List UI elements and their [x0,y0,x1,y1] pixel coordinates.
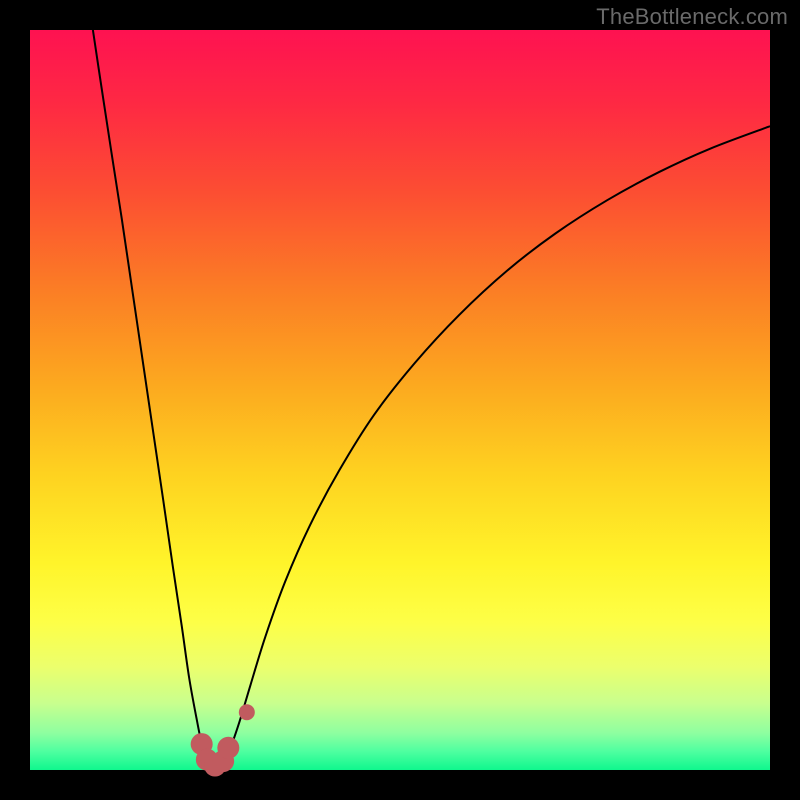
marker-dot [217,737,239,759]
plot-background [30,30,770,770]
watermark-label: TheBottleneck.com [596,4,788,30]
chart-container: TheBottleneck.com [0,0,800,800]
marker-dot [239,704,255,720]
bottleneck-chart [0,0,800,800]
